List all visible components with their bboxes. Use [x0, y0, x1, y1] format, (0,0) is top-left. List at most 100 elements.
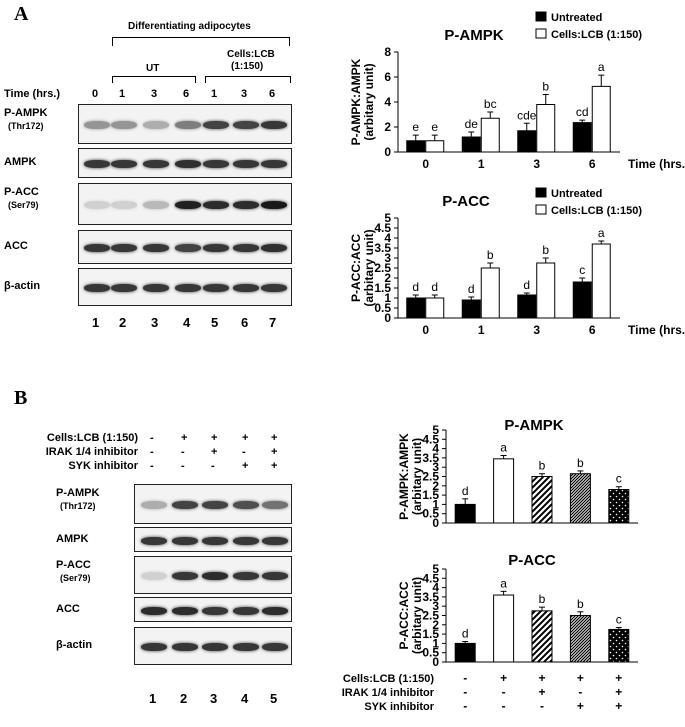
header-differentiating: Differentiating adipocytes	[128, 21, 251, 32]
c3-ytick-label-1: 0.5	[422, 646, 439, 660]
c3-ytick-label-8: 4	[432, 581, 439, 595]
c0-xtick-0: 0	[422, 157, 429, 171]
c0-ytick-label-1: 2	[384, 120, 391, 134]
a-time-3: 6	[183, 88, 190, 100]
c3-ytick-label-2: 1	[432, 636, 439, 650]
c1-ylabel-2: (arbitary unit)	[362, 229, 376, 306]
c2-ytick-label-4: 2	[432, 479, 439, 493]
c0-ytick-label-3: 6	[384, 70, 391, 84]
c2-bar-2	[531, 476, 553, 524]
c3-ytick-label-7: 3.5	[422, 590, 439, 604]
b-band-2-2	[202, 572, 228, 580]
c1-legend-swatch-untreated	[535, 187, 547, 198]
a-band-3-4	[203, 244, 229, 252]
a-band-2-4	[203, 201, 229, 209]
c2-bar-1	[493, 458, 515, 524]
a-band-2-0	[84, 201, 110, 209]
b-band-2-3	[233, 572, 259, 580]
a-lane-6: 7	[269, 315, 277, 330]
a-band-1-4	[203, 160, 229, 168]
b-blot-3	[134, 597, 292, 622]
b-band-3-0	[141, 606, 167, 615]
c3-ytick-label-0: 0	[432, 655, 439, 669]
a-band-4-4	[203, 284, 229, 292]
a-band-2-1	[111, 201, 137, 209]
b-lane-3: 4	[241, 691, 249, 706]
b-cond-label-0: Cells:LCB (1:150)	[46, 432, 138, 444]
b-band-4-2	[202, 643, 228, 651]
c1-ytick-label-10: 5	[384, 211, 391, 225]
c2-letter-0: d	[462, 484, 469, 498]
c3-ytick-label-9: 4.5	[422, 571, 439, 585]
c2-ylabel-2: (arbitary unit)	[410, 438, 424, 515]
c0-letter-3-0: cd	[576, 105, 589, 119]
b-cond-sign-0-1: +	[181, 432, 188, 444]
c0-bar-2-1	[536, 104, 556, 153]
c3-ylabel-1: P-ACC:ACC	[397, 581, 411, 649]
c1-letter-2-0: d	[523, 278, 530, 292]
group-lcb-label-2: (1:150)	[231, 61, 264, 72]
a-band-1-2	[143, 160, 169, 168]
c0-bar-3-0	[572, 122, 592, 153]
c1-title: P-ACC	[442, 193, 490, 210]
c2-bar-4	[608, 489, 630, 524]
a-lane-1: 2	[119, 315, 127, 330]
c1-bar-0-0	[406, 297, 426, 319]
b-band-2-0	[141, 572, 167, 580]
c3-ytick-label-5: 2.5	[422, 609, 439, 623]
b-cond-sign-1-2: +	[211, 446, 218, 458]
group-lcb-label: Cells:LCB	[227, 49, 275, 60]
c0-legend-swatch-untreated	[535, 11, 547, 22]
c1-xtick-2: 3	[533, 323, 540, 337]
b-band-0-0	[141, 501, 167, 509]
a-time-2: 3	[151, 88, 158, 100]
c3-ytick-label-10: 5	[432, 562, 439, 576]
b-band-1-0	[141, 536, 167, 545]
a-band-4-1	[111, 284, 137, 292]
b-band-4-0	[141, 643, 167, 651]
a-band-1-1	[111, 160, 137, 168]
bracket-lcb	[205, 76, 291, 83]
b-band-0-4	[262, 501, 288, 509]
c2-letter-2: b	[539, 459, 546, 473]
c3-cond-sign-2-1: -	[502, 699, 506, 713]
a-time-4: 1	[211, 88, 218, 100]
a-label-0: P-AMPK	[4, 107, 48, 119]
c1-xtick-0: 0	[422, 323, 429, 337]
b-band-4-4	[262, 643, 288, 651]
c1-xlabel: Time (hrs.)	[628, 323, 685, 337]
c0-bar-1-0	[461, 136, 481, 153]
c3-bar-4	[608, 628, 630, 663]
b-band-1-2	[202, 536, 228, 545]
c1-bar-3-1	[591, 243, 611, 319]
a-band-3-1	[111, 244, 137, 252]
c1-letter-1-0: d	[468, 282, 475, 296]
b-band-0-1	[172, 501, 198, 509]
b-lane-1: 2	[180, 691, 188, 706]
c2-ytick-label-2: 1	[432, 497, 439, 511]
c0-letter-0-1: e	[431, 120, 438, 134]
c1-bar-3-0	[572, 281, 592, 319]
b-cond-sign-0-4: +	[271, 432, 278, 444]
a-blot-2	[78, 183, 292, 225]
c1-ytick-label-3: 1.5	[374, 281, 391, 295]
a-band-0-6	[261, 121, 287, 129]
c3-letter-0: d	[462, 627, 469, 641]
c0-letter-1-1: bc	[484, 97, 497, 111]
a-time-0: 0	[92, 88, 99, 100]
b-band-2-4	[262, 572, 288, 580]
c3-ytick-label-4: 2	[432, 618, 439, 632]
c0-legend-treated: Cells:LCB (1:150)	[551, 29, 642, 41]
b-label-0: P-AMPK	[56, 487, 100, 499]
c2-ytick-label-1: 0.5	[422, 507, 439, 521]
a-band-1-0	[84, 160, 110, 168]
b-label-4: β-actin	[56, 639, 93, 651]
a-band-2-6	[261, 201, 287, 209]
b-band-1-1	[172, 536, 198, 545]
c3-letter-2: b	[539, 592, 546, 606]
c0-xtick-3: 6	[589, 157, 596, 171]
c1-letter-1-1: b	[487, 248, 494, 262]
c2-ytick-label-6: 3	[432, 460, 439, 474]
c0-letter-2-0: cde	[517, 108, 537, 122]
b-band-3-2	[202, 606, 228, 615]
